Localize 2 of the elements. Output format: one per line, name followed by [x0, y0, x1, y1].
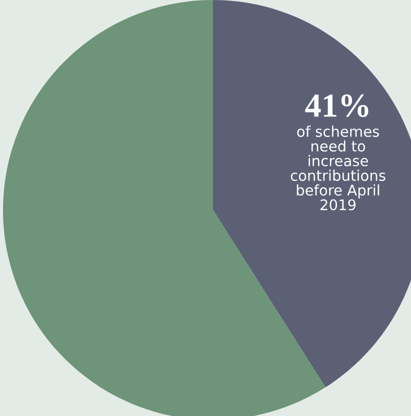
- data-label: 41%: [305, 94, 368, 118]
- text: of schemes need to increase contributions before April 2019: [290, 126, 386, 210]
